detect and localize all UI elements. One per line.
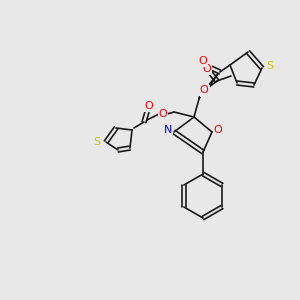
Text: O: O — [199, 56, 207, 66]
Text: O: O — [200, 85, 208, 95]
Text: O: O — [202, 64, 211, 74]
Text: O: O — [159, 109, 167, 119]
Text: O: O — [214, 125, 222, 135]
Text: S: S — [93, 137, 100, 147]
Text: O: O — [145, 101, 153, 111]
Text: N: N — [164, 125, 172, 135]
Text: S: S — [266, 61, 274, 71]
Text: O: O — [201, 86, 209, 96]
